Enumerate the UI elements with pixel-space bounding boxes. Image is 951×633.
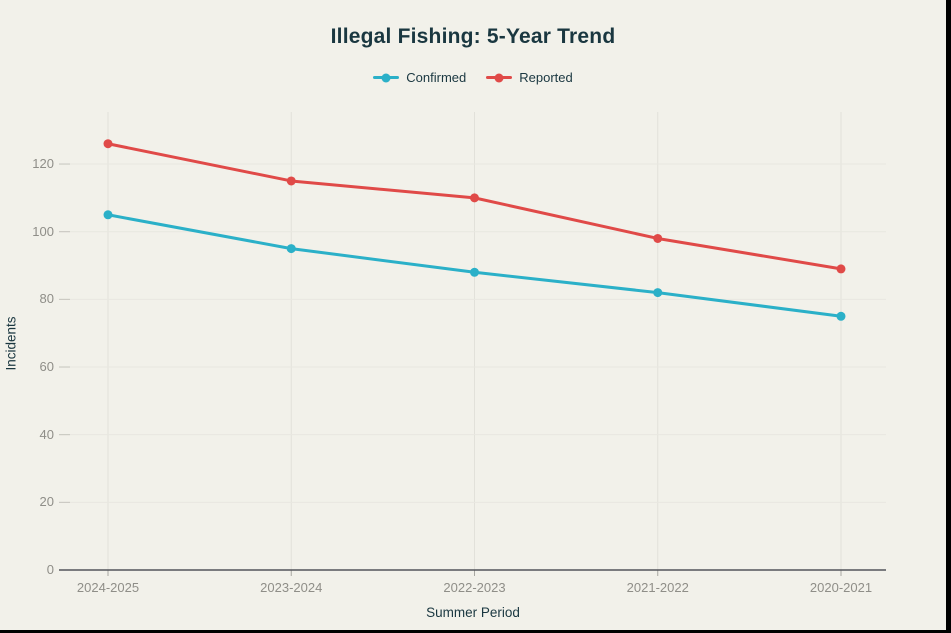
y-axis-title-text: Incidents	[3, 315, 19, 371]
data-point-confirmed	[286, 244, 296, 254]
legend-label: Confirmed	[406, 70, 467, 85]
x-axis-title: Summer Period	[426, 605, 520, 620]
legend-item-reported[interactable]: Reported	[486, 70, 573, 85]
legend-label: Reported	[519, 70, 573, 85]
chart-legend: Confirmed Reported	[0, 70, 946, 85]
data-point-reported	[836, 264, 846, 274]
data-point-reported	[286, 176, 296, 186]
legend-dot-icon	[381, 73, 391, 82]
legend-item-confirmed[interactable]: Confirmed	[373, 70, 466, 85]
data-point-reported	[103, 139, 113, 149]
data-point-confirmed	[653, 288, 663, 298]
legend-dot-icon	[494, 73, 504, 82]
legend-line-icon	[486, 73, 513, 82]
data-point-confirmed	[103, 210, 113, 220]
data-point-reported	[653, 233, 663, 243]
data-point-reported	[470, 193, 479, 203]
data-point-confirmed	[836, 311, 846, 321]
data-point-confirmed	[470, 267, 479, 277]
chart-title: Illegal Fishing: 5-Year Trend	[330, 25, 616, 48]
y-axis-title: Incidents	[0, 305, 22, 381]
legend-line-icon	[373, 73, 400, 82]
